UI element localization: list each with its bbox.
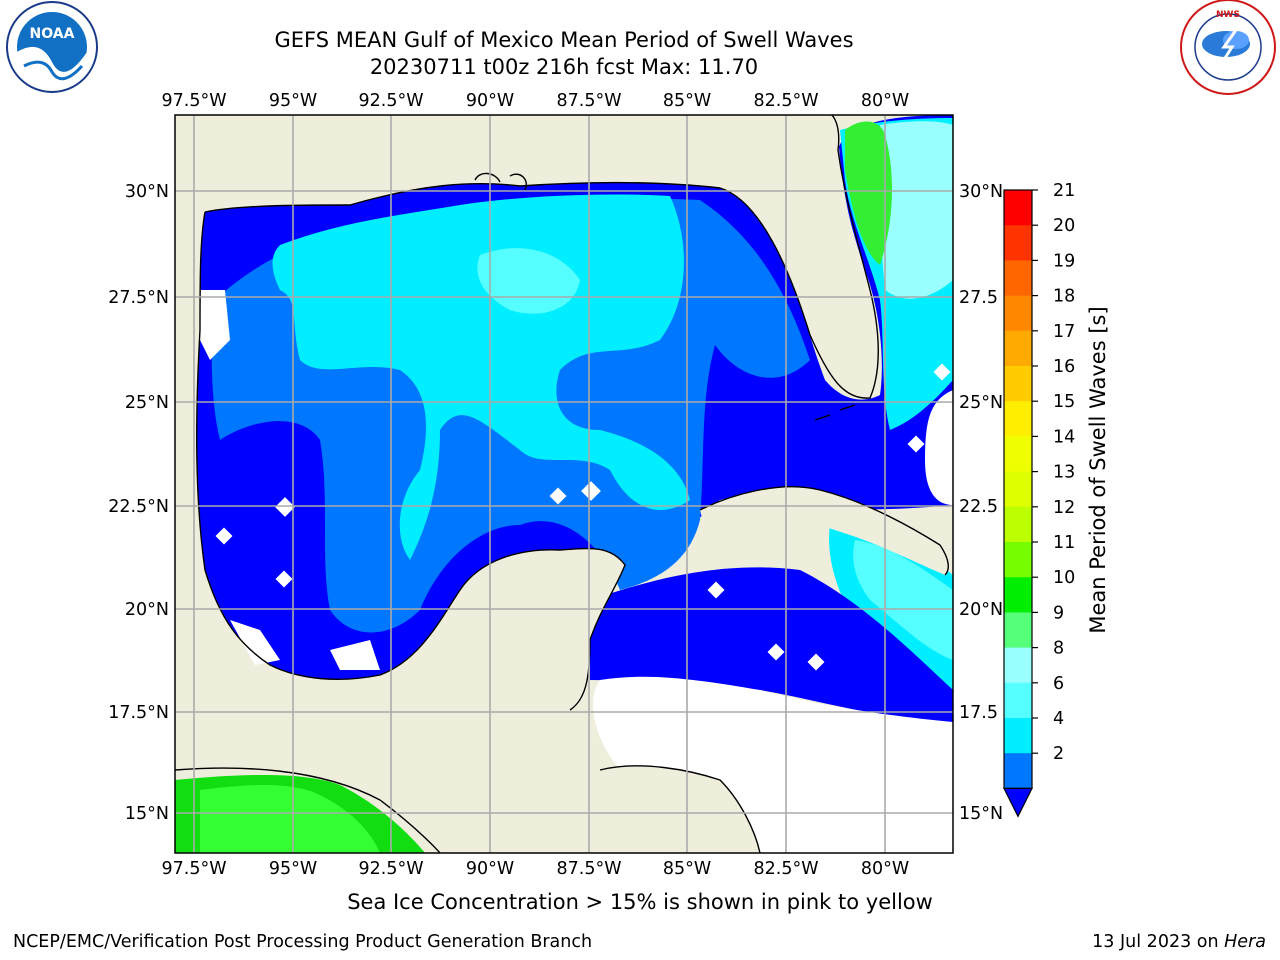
atlantic-10-11s — [845, 121, 892, 265]
colorbar-tick-label: 6 — [1053, 674, 1064, 694]
lon-label-bottom: 92.5°W — [358, 859, 423, 879]
lon-label-top: 95°W — [269, 91, 317, 111]
lat-label-left: 30°N — [125, 182, 169, 202]
lon-label-bottom: 95°W — [269, 859, 317, 879]
footer-date-text: 13 Jul 2023 on — [1092, 932, 1225, 952]
colorbar-tick-label: 13 — [1053, 463, 1075, 483]
lat-label-right: 20°N — [959, 600, 1003, 620]
colorbar-underflow — [1003, 787, 1033, 818]
graticule — [175, 115, 953, 853]
colorbar: 21 20 19 18 17 16 15 14 13 12 11 10 9 8 6 4 2 — [1003, 181, 1075, 818]
lon-label-top: 97.5°W — [161, 91, 226, 111]
lat-label-left: 25°N — [125, 393, 169, 413]
colorbar-segment — [1004, 542, 1032, 578]
colorbar-segment — [1004, 647, 1032, 684]
map-subtitle: 20230711 t00z 216h fcst Max: 11.70 — [369, 55, 759, 79]
lon-label-bottom: 80°W — [861, 859, 909, 879]
colorbar-segment — [1004, 366, 1032, 402]
colorbar-tick-label: 20 — [1053, 216, 1075, 236]
lat-label-left: 27.5°N — [108, 288, 169, 308]
yucatan-land — [460, 548, 625, 710]
lon-label-top: 90°W — [466, 91, 514, 111]
lon-label-top: 82.5°W — [753, 91, 818, 111]
colorbar-segment — [1004, 577, 1032, 613]
lat-label-right: 17.5 — [959, 703, 998, 723]
central-america-green-light — [200, 785, 380, 853]
honduras-land — [588, 765, 760, 853]
colorbar-tick-label: 18 — [1053, 287, 1075, 307]
lon-label-bottom: 87.5°W — [556, 859, 621, 879]
lat-label-left: 17.5°N — [108, 703, 169, 723]
lat-label-left: 22.5°N — [108, 497, 169, 517]
colorbar-tick-label: 10 — [1053, 568, 1075, 588]
lat-label-right: 30°N — [959, 182, 1003, 202]
colorbar-segment — [1004, 401, 1032, 437]
colorbar-tick-label: 15 — [1053, 392, 1075, 412]
nws-logo: NWS — [1180, 0, 1276, 95]
colorbar-segment — [1004, 471, 1032, 508]
lon-label-bottom: 82.5°W — [753, 859, 818, 879]
footer-credit: NCEP/EMC/Verification Post Processing Pr… — [13, 932, 593, 952]
map-plot — [175, 115, 953, 853]
lon-label-top: 85°W — [663, 91, 711, 111]
no-data-area — [592, 676, 953, 853]
colorbar-tick-label: 4 — [1053, 709, 1064, 729]
cuba-land — [700, 486, 949, 575]
lon-label-top: 92.5°W — [358, 91, 423, 111]
colorbar-segment — [1004, 260, 1032, 297]
colorbar-segment — [1004, 682, 1032, 719]
colorbar-segment — [1004, 225, 1032, 261]
colorbar-tick-label: 17 — [1053, 322, 1075, 342]
colorbar-segment — [1004, 436, 1032, 473]
lon-label-bottom: 90°W — [466, 859, 514, 879]
map-frame — [174, 114, 954, 854]
lon-label-bottom: 85°W — [663, 859, 711, 879]
sea-ice-note: Sea Ice Concentration > 15% is shown in … — [347, 890, 933, 914]
no-data-area — [330, 640, 380, 670]
no-data-area — [230, 620, 280, 665]
colorbar-tick-label: 2 — [1053, 744, 1064, 764]
caribbean-8s — [853, 540, 953, 660]
no-data-area — [925, 390, 953, 505]
colorbar-segment — [1004, 330, 1032, 367]
colorbar-tick-label: 11 — [1053, 533, 1075, 553]
noaa-logo-text: NOAA — [30, 26, 75, 42]
colorbar-tick-label: 14 — [1053, 427, 1075, 447]
noaa-logo: NOAA — [6, 1, 98, 93]
lat-label-right: 15°N — [959, 804, 1003, 824]
florida-land — [760, 130, 882, 400]
lon-label-top: 87.5°W — [556, 91, 621, 111]
colorbar-tick-label: 21 — [1053, 181, 1075, 201]
lon-label-top: 80°W — [861, 91, 909, 111]
colorbar-segment — [1004, 295, 1032, 332]
colorbar-segment — [1004, 718, 1032, 754]
lon-label-bottom: 97.5°W — [161, 859, 226, 879]
colorbar-frame — [1003, 189, 1033, 790]
lat-label-left: 15°N — [125, 804, 169, 824]
coastlines — [175, 115, 949, 853]
colorbar-tick-label: 19 — [1053, 251, 1075, 271]
footer-date: 13 Jul 2023 on Hera — [1092, 932, 1266, 952]
lat-label-left: 20°N — [125, 600, 169, 620]
colorbar-label: Mean Period of Swell Waves [s] — [1086, 306, 1110, 634]
colorbar-tick-label: 8 — [1053, 639, 1064, 659]
lat-label-right: 25°N — [959, 393, 1003, 413]
swell-4-6s — [272, 194, 690, 561]
footer-host: Hera — [1224, 932, 1266, 952]
svg-text:NWS: NWS — [1216, 10, 1240, 20]
no-data-area — [200, 290, 230, 360]
colorbar-tick-label: 9 — [1053, 603, 1064, 623]
colorbar-segment — [1004, 506, 1032, 543]
lat-label-right: 22.5 — [959, 497, 998, 517]
colorbar-segment — [1004, 753, 1032, 789]
colorbar-segment — [1004, 190, 1032, 226]
lat-label-right: 27.5 — [959, 288, 998, 308]
colorbar-tick-label: 12 — [1053, 498, 1075, 518]
colorbar-segment — [1004, 612, 1032, 649]
colorbar-tick-label: 16 — [1053, 357, 1075, 377]
atlantic-8-9s — [879, 121, 953, 299]
map-title: GEFS MEAN Gulf of Mexico Mean Period of … — [274, 28, 854, 52]
